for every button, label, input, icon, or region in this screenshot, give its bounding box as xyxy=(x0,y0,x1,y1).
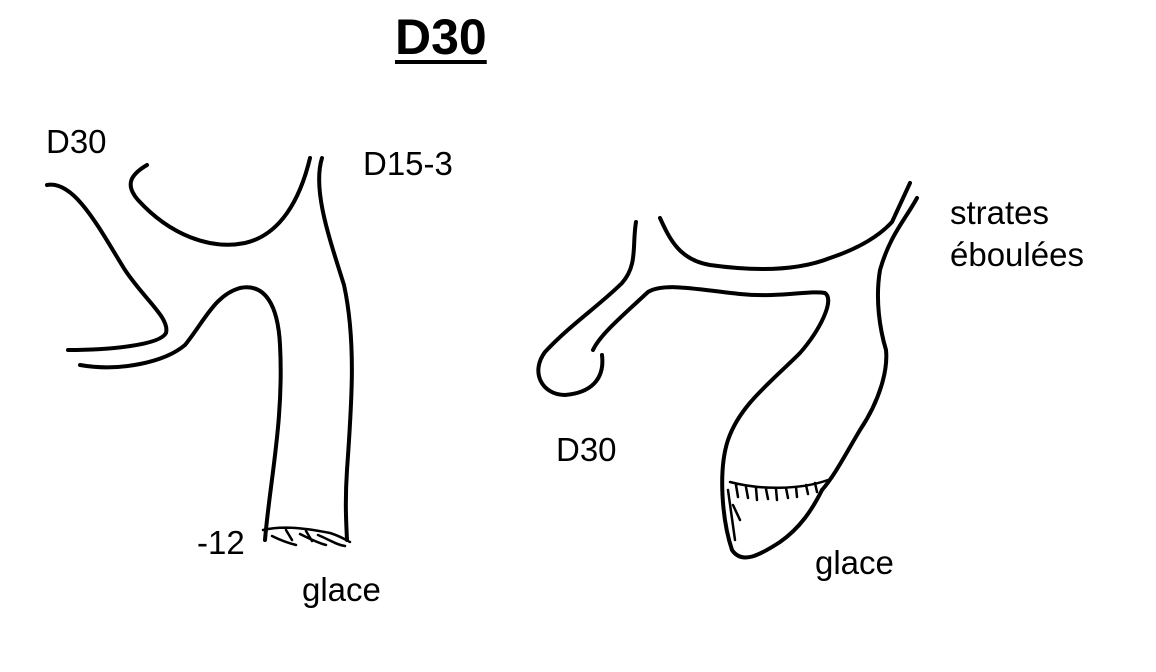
right-outer-wall xyxy=(820,196,919,492)
left-outer-branch-line xyxy=(45,182,169,352)
label-right-d30: D30 xyxy=(556,431,617,468)
right-ice-marks xyxy=(726,478,830,542)
left-ice-marks xyxy=(261,526,352,548)
label-right-eboulees: éboulées xyxy=(950,236,1084,273)
label-left-d15-3: D15-3 xyxy=(363,145,453,182)
left-shaft-right-wall xyxy=(317,156,354,542)
label-left-ice: glace xyxy=(302,571,381,608)
right-ceiling-line xyxy=(658,181,912,271)
diagram-title: D30 xyxy=(395,9,487,65)
right-upper-stub xyxy=(536,220,638,397)
right-cave-sketch xyxy=(536,181,919,560)
label-right-ice: glace xyxy=(815,544,894,581)
left-cave-sketch xyxy=(45,156,354,548)
left-shaft-left-wall xyxy=(78,285,283,542)
label-left-depth: -12 xyxy=(197,524,245,561)
label-right-strates: strates xyxy=(950,194,1050,231)
left-inner-branch-line xyxy=(128,156,312,247)
right-gallery-floor xyxy=(591,285,831,560)
label-left-d30: D30 xyxy=(46,123,107,160)
